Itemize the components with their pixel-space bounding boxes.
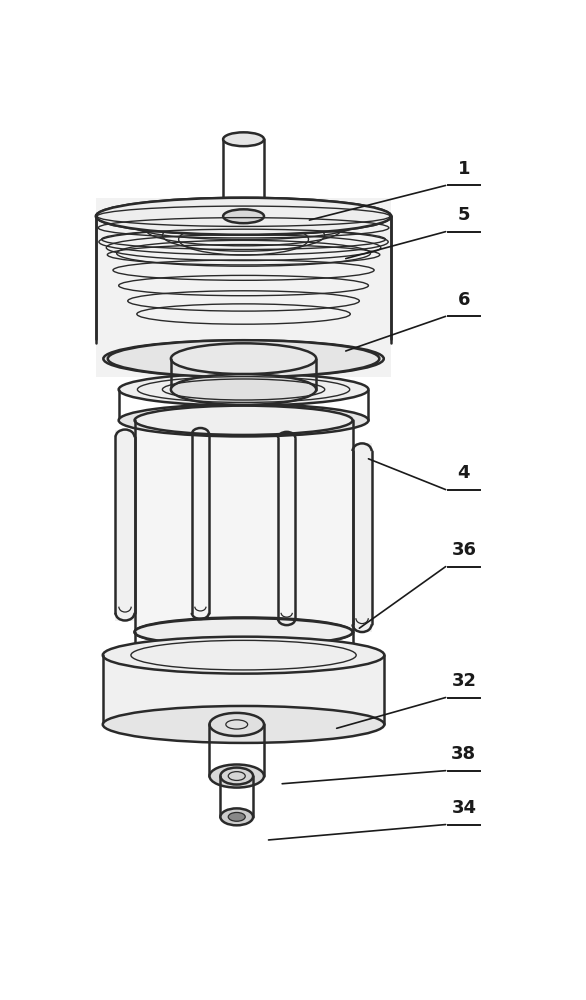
Ellipse shape [171, 343, 316, 374]
Text: 1: 1 [458, 160, 470, 178]
Text: 4: 4 [458, 464, 470, 482]
Ellipse shape [103, 637, 384, 674]
Ellipse shape [135, 618, 353, 646]
FancyBboxPatch shape [135, 420, 353, 632]
Text: 32: 32 [451, 672, 476, 690]
FancyBboxPatch shape [353, 443, 372, 632]
Ellipse shape [96, 198, 391, 235]
Ellipse shape [103, 340, 384, 377]
FancyBboxPatch shape [115, 430, 135, 620]
Ellipse shape [220, 808, 253, 825]
Ellipse shape [223, 132, 264, 146]
FancyBboxPatch shape [103, 655, 384, 724]
Ellipse shape [220, 768, 253, 785]
FancyBboxPatch shape [96, 198, 391, 377]
Text: 36: 36 [451, 541, 476, 559]
Ellipse shape [108, 340, 379, 377]
Ellipse shape [210, 764, 264, 788]
Ellipse shape [135, 641, 353, 669]
Ellipse shape [223, 209, 264, 223]
Ellipse shape [228, 812, 246, 821]
Text: 38: 38 [451, 745, 476, 763]
Ellipse shape [118, 404, 369, 436]
Text: 6: 6 [458, 291, 470, 309]
Ellipse shape [118, 373, 369, 406]
Ellipse shape [210, 713, 264, 736]
Ellipse shape [103, 706, 384, 743]
Ellipse shape [135, 406, 353, 435]
Ellipse shape [171, 374, 316, 405]
Text: 34: 34 [451, 799, 476, 817]
Ellipse shape [135, 617, 353, 647]
Ellipse shape [96, 198, 391, 235]
Text: 5: 5 [458, 206, 470, 224]
